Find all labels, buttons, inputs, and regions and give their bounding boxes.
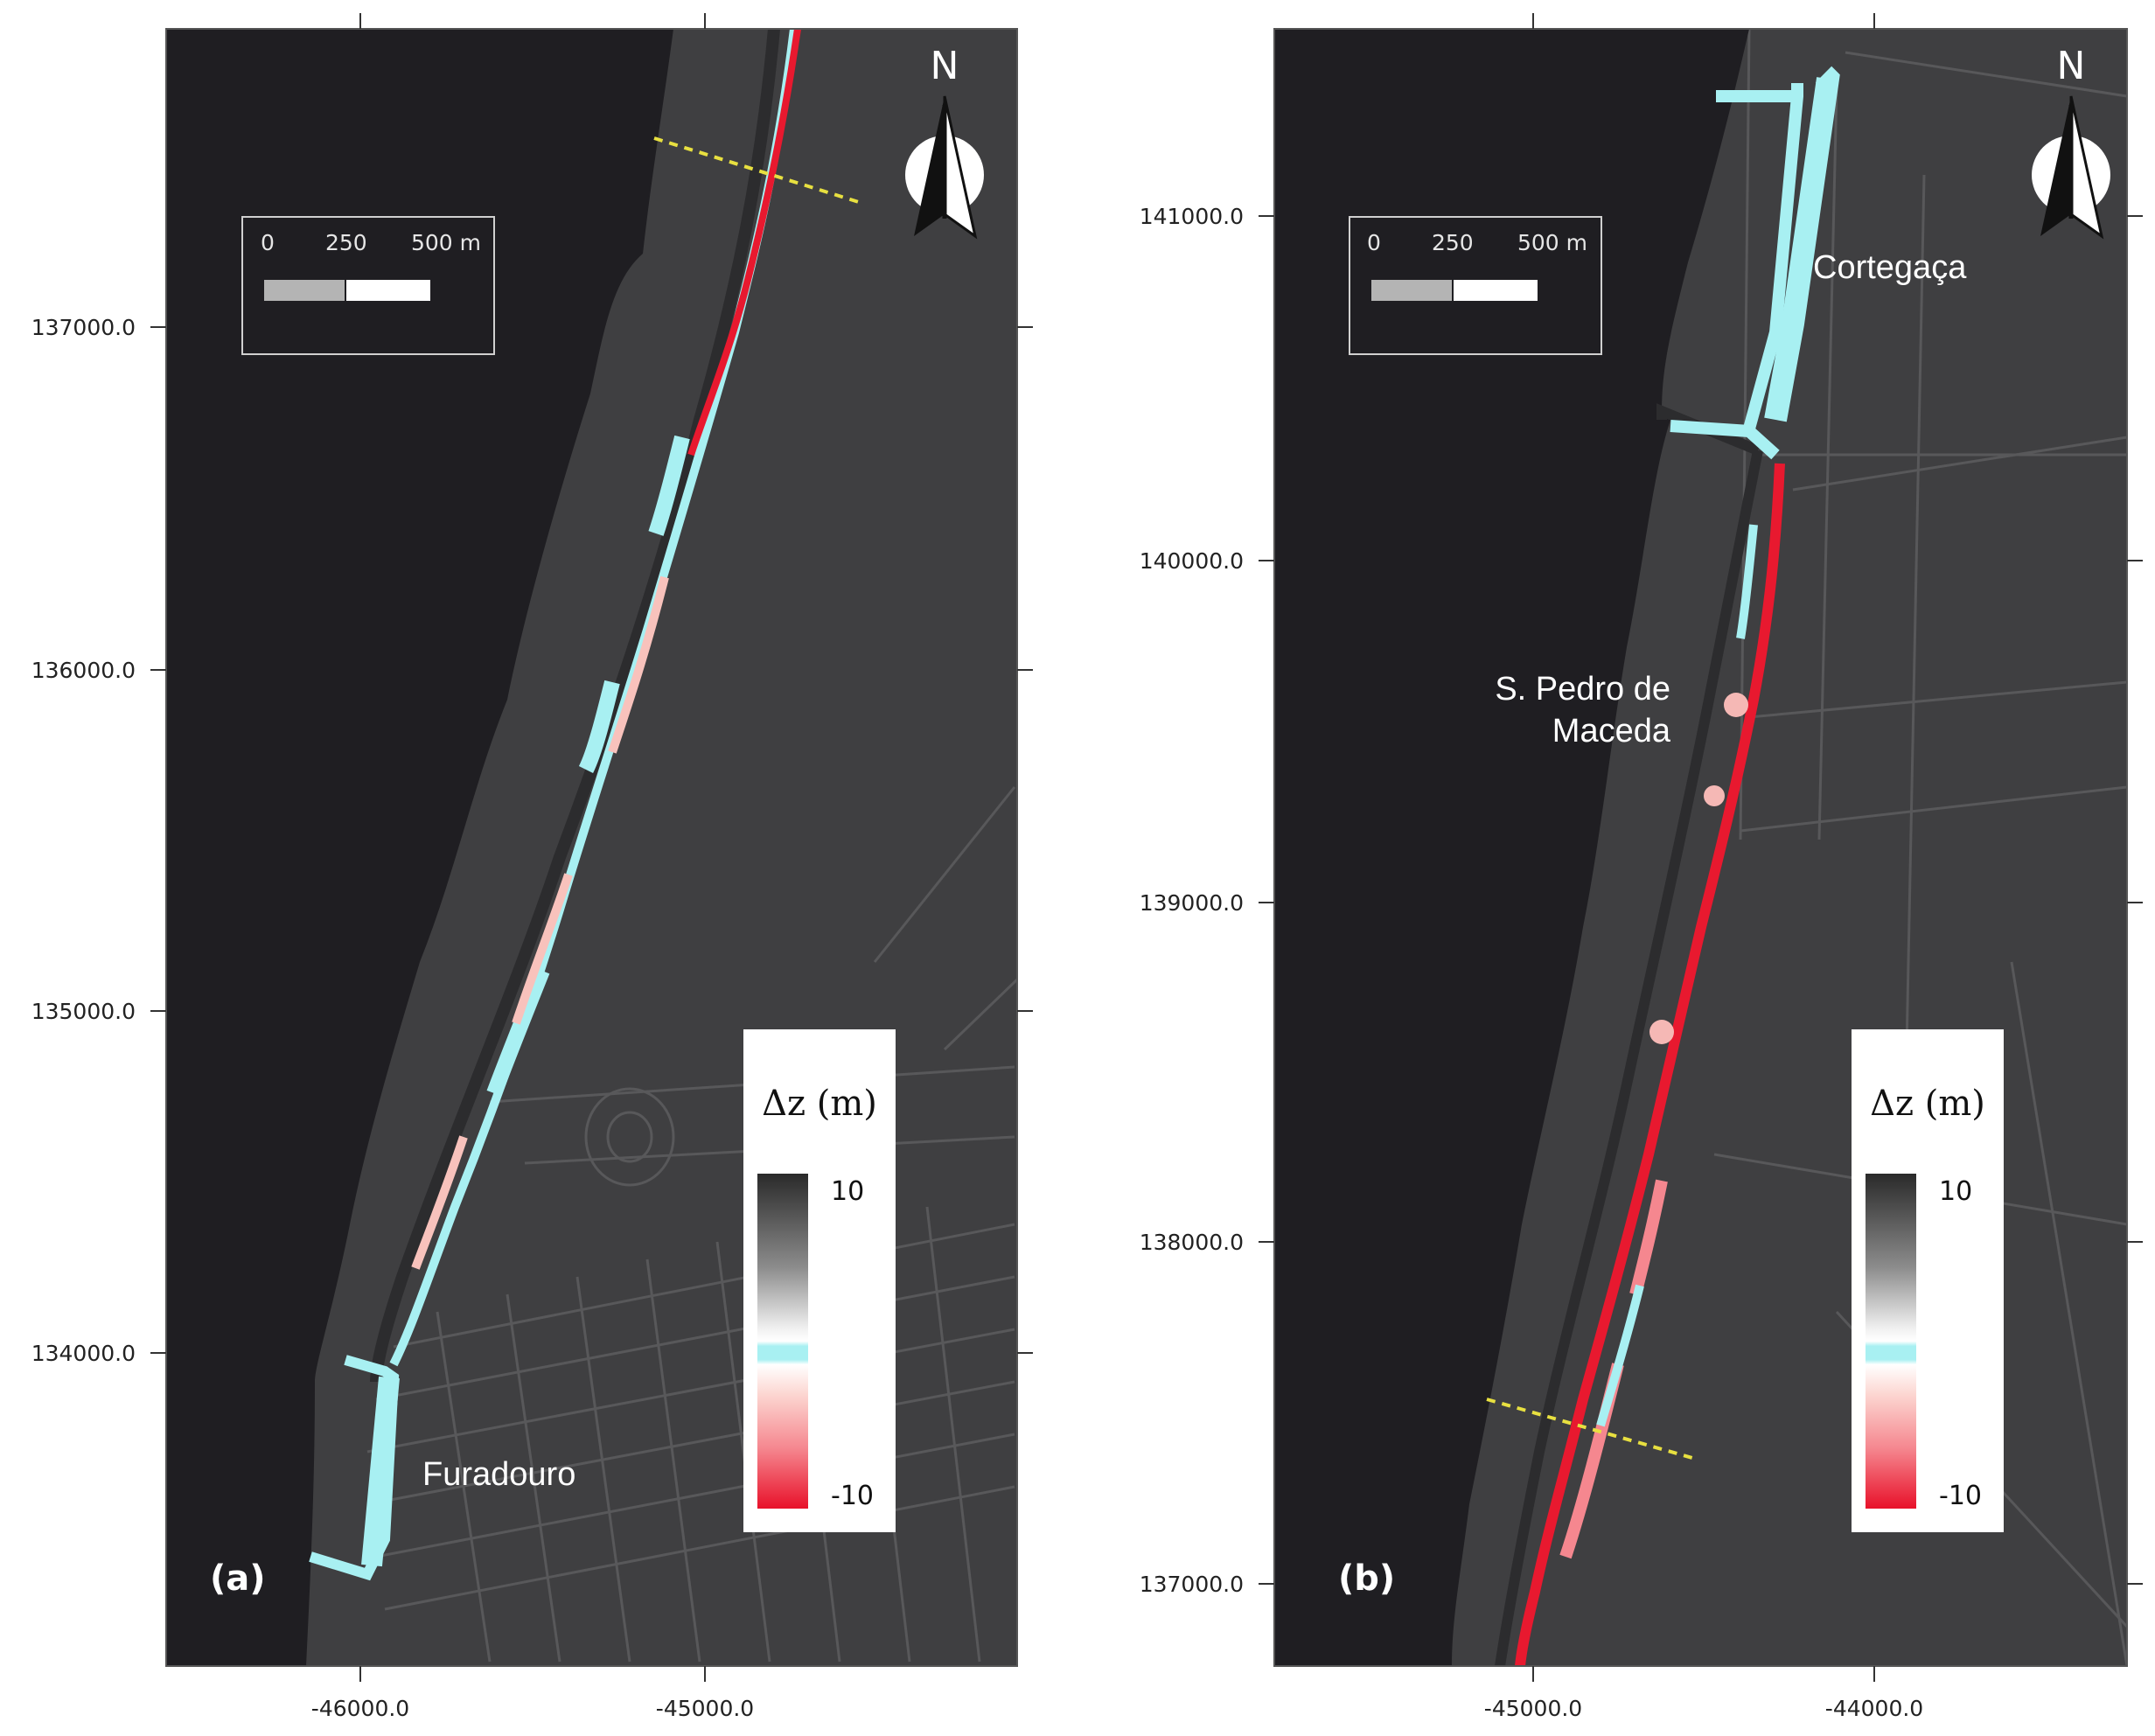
y-tick-label: 137000.0	[31, 315, 136, 340]
scalebar-label-250: 250	[325, 230, 367, 255]
north-arrow-icon: N	[2032, 44, 2110, 240]
panel-a-map: 0 250 500 m N Furadouro (a) Δz (m)	[166, 29, 1017, 1666]
panel-tag-b: (b)	[1338, 1558, 1395, 1599]
place-label-furadouro: Furadouro	[422, 1456, 575, 1493]
dz-legend: Δz (m) 10 -10	[743, 1029, 896, 1532]
panel-a-frame	[165, 28, 1018, 1667]
erosion-band	[1515, 463, 1785, 1666]
scalebar-label-500: 500 m	[411, 230, 481, 255]
harbour-fill	[1764, 66, 1840, 422]
y-tick-label: 139000.0	[1140, 890, 1244, 916]
place-label-maceda: Maceda	[1552, 713, 1671, 749]
panel-b-map: 0 250 500 m N Cortegaça S. Pedro de Mace…	[1274, 29, 2127, 1666]
legend-title: Δz (m)	[1870, 1084, 1985, 1124]
panel-b-frame	[1273, 28, 2128, 1667]
legend-min-label: -10	[831, 1481, 874, 1511]
scalebar-label-500: 500 m	[1517, 230, 1587, 255]
scalebar-label-0: 0	[261, 230, 275, 255]
sea-area	[166, 29, 673, 1666]
accretion-patches	[1596, 524, 1758, 1427]
x-tick-label: -46000.0	[311, 1696, 409, 1721]
dz-legend: Δz (m) 10 -10	[1852, 1029, 2004, 1532]
y-tick-label: 134000.0	[31, 1341, 136, 1366]
panel-tag-a: (a)	[210, 1558, 266, 1599]
y-tick-label: 141000.0	[1140, 204, 1244, 229]
x-tick-label: -44000.0	[1825, 1696, 1923, 1721]
y-tick-label: 140000.0	[1140, 548, 1244, 574]
panel-a-ticks	[150, 13, 1033, 1682]
beach-strip	[370, 29, 780, 1383]
beach-strip	[1495, 403, 1763, 1666]
sea-area	[1274, 29, 1749, 1666]
scalebar-label-0: 0	[1367, 230, 1381, 255]
y-tick-label: 136000.0	[31, 658, 136, 683]
panel-a: 0 250 500 m N Furadouro (a) Δz (m)	[31, 13, 1033, 1721]
harbour-fill	[361, 1376, 400, 1567]
erosion-hotspot	[1724, 693, 1748, 717]
scalebar: 0 250 500 m	[1349, 216, 1602, 355]
legend-colorbar	[757, 1174, 808, 1509]
erosion-band	[687, 29, 801, 457]
legend-max-label: 10	[1939, 1176, 1972, 1207]
place-label-cortegaca: Cortegaça	[1813, 249, 1967, 286]
north-label: N	[2057, 44, 2086, 88]
place-label-s-pedro: S. Pedro de	[1495, 671, 1670, 708]
erosion-hotspot	[1704, 785, 1725, 806]
mild-erosion-band	[411, 575, 669, 1270]
accretion-patches	[486, 435, 690, 1097]
north-label: N	[931, 44, 959, 88]
y-tick-label: 137000.0	[1140, 1572, 1244, 1597]
scalebar-label-250: 250	[1432, 230, 1474, 255]
panel-b: 0 250 500 m N Cortegaça S. Pedro de Mace…	[1140, 13, 2143, 1721]
profile-line	[653, 136, 862, 205]
x-tick-label: -45000.0	[1484, 1696, 1582, 1721]
breakwater-groynes	[1670, 83, 1803, 460]
y-tick-label: 135000.0	[31, 999, 136, 1024]
legend-colorbar	[1866, 1174, 1916, 1509]
erosion-hotspot	[1649, 1020, 1674, 1044]
profile-line	[1486, 1398, 1693, 1460]
legend-min-label: -10	[1939, 1481, 1982, 1511]
legend-max-label: 10	[831, 1176, 864, 1207]
scalebar: 0 250 500 m	[241, 216, 495, 355]
north-arrow-icon: N	[905, 44, 984, 240]
x-tick-label: -45000.0	[656, 1696, 754, 1721]
y-tick-label: 138000.0	[1140, 1230, 1244, 1255]
panel-b-ticks	[1259, 13, 2143, 1682]
legend-title: Δz (m)	[762, 1084, 877, 1124]
